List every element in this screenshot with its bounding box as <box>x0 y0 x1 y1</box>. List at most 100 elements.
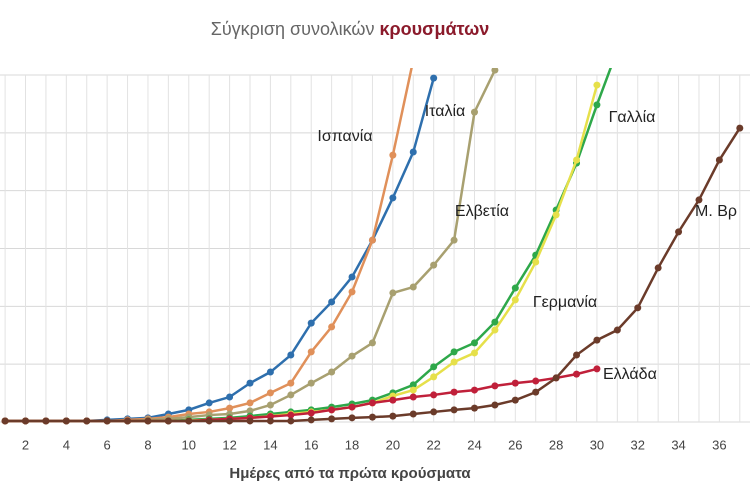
data-point <box>164 417 172 425</box>
data-point <box>287 417 295 425</box>
data-point <box>634 304 642 312</box>
data-point <box>368 339 376 347</box>
data-point <box>389 194 397 202</box>
data-point <box>226 417 234 425</box>
x-tick-label: 14 <box>263 437 277 452</box>
data-point <box>511 296 519 304</box>
x-tick-label: 2 <box>22 437 29 452</box>
data-point <box>1 417 9 425</box>
series-label: Ελλάδα <box>603 366 657 383</box>
data-point <box>613 326 621 334</box>
data-point <box>532 388 540 396</box>
title-highlight: κρουσμάτων <box>380 19 490 39</box>
grid <box>0 74 750 423</box>
data-point <box>266 368 274 376</box>
data-point <box>328 323 336 331</box>
data-point <box>389 412 397 420</box>
x-tick-label: 34 <box>671 437 685 452</box>
data-point <box>532 258 540 266</box>
data-point <box>307 416 315 424</box>
x-tick-label: 6 <box>104 437 111 452</box>
data-point <box>430 408 438 416</box>
data-point <box>328 415 336 423</box>
data-point <box>287 379 295 387</box>
data-point <box>450 406 458 414</box>
data-point <box>226 393 234 401</box>
data-point <box>491 318 499 326</box>
series-label: Ισπανία <box>317 128 372 145</box>
x-tick-label: 28 <box>549 437 563 452</box>
data-point <box>491 382 499 390</box>
data-point <box>573 351 581 359</box>
data-point <box>450 358 458 366</box>
plot-area <box>1 47 744 425</box>
data-point <box>675 228 683 236</box>
data-point <box>573 370 581 378</box>
data-point <box>124 417 132 425</box>
data-point <box>246 399 254 407</box>
data-point <box>103 417 111 425</box>
data-point <box>450 348 458 356</box>
data-point <box>552 374 560 382</box>
data-point <box>450 388 458 396</box>
data-point <box>715 156 723 164</box>
data-point <box>470 386 478 394</box>
data-point <box>307 409 315 417</box>
data-point <box>83 417 91 425</box>
data-point <box>409 381 417 389</box>
x-tick-label: 18 <box>345 437 359 452</box>
data-point <box>246 407 254 415</box>
data-point <box>511 284 519 292</box>
data-point <box>389 396 397 404</box>
x-tick-label: 32 <box>631 437 645 452</box>
data-point <box>22 417 30 425</box>
data-point <box>430 391 438 399</box>
title-text: Σύγκριση συνολικών <box>211 19 375 39</box>
data-point <box>62 417 70 425</box>
series-line <box>5 367 598 423</box>
data-point <box>185 417 193 425</box>
data-point <box>144 417 152 425</box>
data-point <box>368 413 376 421</box>
x-tick-label: 4 <box>63 437 70 452</box>
x-tick-label: 30 <box>590 437 604 452</box>
data-point <box>491 326 499 334</box>
series-label: Ελβετία <box>455 203 509 220</box>
data-point <box>614 47 621 54</box>
x-tick-label: 16 <box>304 437 318 452</box>
data-point <box>470 349 478 357</box>
data-point <box>307 379 315 387</box>
data-point <box>491 401 499 409</box>
data-point <box>736 124 744 132</box>
data-point <box>430 261 438 269</box>
data-point <box>389 151 397 159</box>
data-point <box>368 236 376 244</box>
data-point <box>409 283 417 291</box>
x-tick-label: 36 <box>712 437 726 452</box>
data-point <box>287 351 295 359</box>
x-tick-label: 26 <box>508 437 522 452</box>
data-point <box>42 417 50 425</box>
data-point <box>328 406 336 414</box>
data-point <box>266 417 274 425</box>
x-tick-label: 22 <box>426 437 440 452</box>
series-label: Γαλλία <box>609 109 656 126</box>
data-point <box>593 365 601 373</box>
data-point <box>430 74 438 82</box>
data-point <box>695 196 703 204</box>
data-point <box>348 414 356 422</box>
data-point <box>470 339 478 347</box>
data-point <box>348 273 356 281</box>
data-point <box>573 156 581 164</box>
data-point <box>491 68 499 74</box>
series-label: Μ. Βρ <box>695 203 737 220</box>
data-point <box>409 410 417 418</box>
data-point <box>287 411 295 419</box>
data-point <box>246 417 254 425</box>
data-point <box>205 417 213 425</box>
data-point <box>552 211 560 219</box>
data-point <box>328 368 336 376</box>
x-tick-label: 20 <box>386 437 400 452</box>
x-tick-label: 24 <box>467 437 481 452</box>
data-point <box>430 363 438 371</box>
